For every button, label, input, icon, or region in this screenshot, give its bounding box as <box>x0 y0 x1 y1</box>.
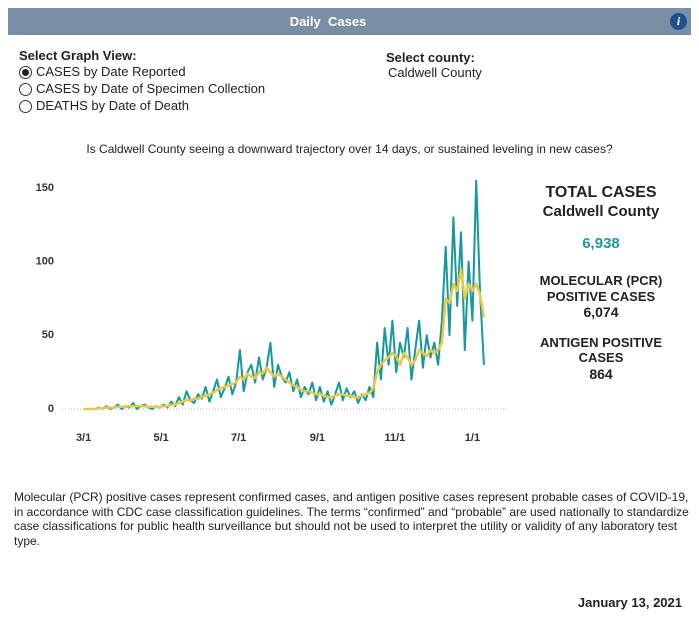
date: January 13, 2021 <box>577 595 682 610</box>
total-value: 6,938 <box>582 235 620 252</box>
x-tick-label: 5/1 <box>153 432 168 444</box>
view-label: Select Graph View: <box>19 48 137 63</box>
info-button[interactable]: i <box>670 13 687 30</box>
county-select[interactable]: Caldwell County <box>388 65 482 80</box>
option-text: CASES by Date Reported <box>36 64 186 79</box>
option-text: CASES by Date of Specimen Collection <box>36 81 266 96</box>
antigen-value: 864 <box>589 366 613 382</box>
footnote: Molecular (PCR) positive cases represent… <box>14 490 689 548</box>
antigen-label: ANTIGEN POSITIVE <box>539 335 663 350</box>
x-tick-label: 9/1 <box>310 432 325 444</box>
y-tick-label: 100 <box>36 256 54 268</box>
total-title: TOTAL CASES <box>545 184 657 201</box>
stats-county: Caldwell County <box>542 203 660 220</box>
radio-option[interactable]: DEATHS by Date of Death <box>19 98 189 113</box>
question: Is Caldwell County seeing a downward tra… <box>86 142 613 156</box>
pcr-value: 6,074 <box>583 304 619 320</box>
option-text: DEATHS by Date of Death <box>36 98 189 113</box>
y-tick-label: 150 <box>36 182 54 194</box>
header-title: Daily Cases <box>289 14 367 29</box>
header-bar: Daily Cases i <box>8 8 691 35</box>
x-tick-label: 1/1 <box>465 432 480 444</box>
county-label: Select county: <box>386 50 475 65</box>
antigen-label: CASES <box>578 350 624 365</box>
y-tick-label: 50 <box>42 329 54 341</box>
y-tick-label: 0 <box>48 403 54 415</box>
series-line <box>83 179 485 410</box>
radio-option[interactable]: CASES by Date Reported <box>19 64 186 79</box>
chart: 0 50 100 150 3/1 5/1 7/1 9/1 11/1 1/1 <box>36 179 508 444</box>
pcr-label: POSITIVE CASES <box>546 289 656 304</box>
x-tick-label: 3/1 <box>76 432 91 444</box>
x-tick-label: 11/1 <box>385 432 406 444</box>
radio-option[interactable]: CASES by Date of Specimen Collection <box>19 81 265 96</box>
pcr-label: MOLECULAR (PCR) <box>539 273 663 288</box>
series-line <box>83 267 486 411</box>
x-tick-label: 7/1 <box>231 432 246 444</box>
